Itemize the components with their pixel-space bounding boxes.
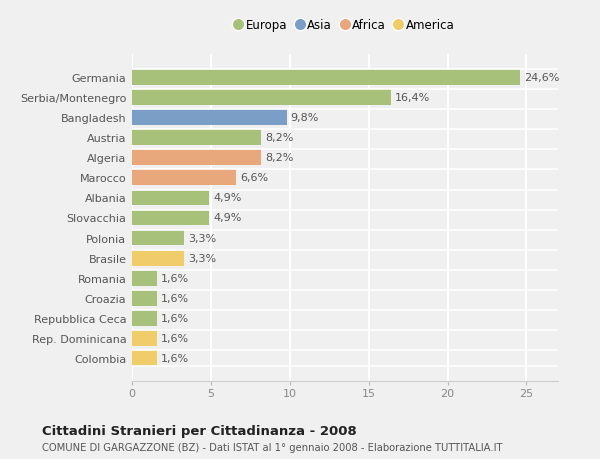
Text: 16,4%: 16,4% xyxy=(395,93,430,103)
Text: 4,9%: 4,9% xyxy=(213,213,242,223)
Bar xyxy=(132,351,157,366)
Text: 3,3%: 3,3% xyxy=(188,253,216,263)
Legend: Europa, Asia, Africa, America: Europa, Asia, Africa, America xyxy=(235,19,455,32)
Text: 6,6%: 6,6% xyxy=(240,173,268,183)
Text: 8,2%: 8,2% xyxy=(265,133,293,143)
Bar xyxy=(132,150,262,166)
Bar xyxy=(132,330,157,346)
Text: 4,9%: 4,9% xyxy=(213,193,242,203)
Bar xyxy=(132,291,157,306)
Bar xyxy=(132,70,520,85)
Bar xyxy=(132,310,157,326)
Text: Cittadini Stranieri per Cittadinanza - 2008: Cittadini Stranieri per Cittadinanza - 2… xyxy=(42,425,357,437)
Text: 1,6%: 1,6% xyxy=(161,353,190,364)
Text: 8,2%: 8,2% xyxy=(265,153,293,163)
Bar xyxy=(132,230,184,246)
Text: 1,6%: 1,6% xyxy=(161,293,190,303)
Text: 1,6%: 1,6% xyxy=(161,333,190,343)
Text: 24,6%: 24,6% xyxy=(524,73,559,83)
Bar xyxy=(132,210,209,226)
Bar xyxy=(132,130,262,146)
Bar xyxy=(132,110,287,126)
Text: 9,8%: 9,8% xyxy=(290,113,319,123)
Bar xyxy=(132,250,184,266)
Text: 3,3%: 3,3% xyxy=(188,233,216,243)
Bar xyxy=(132,190,209,206)
Bar xyxy=(132,90,391,106)
Text: 1,6%: 1,6% xyxy=(161,273,190,283)
Bar xyxy=(132,170,236,186)
Text: COMUNE DI GARGAZZONE (BZ) - Dati ISTAT al 1° gennaio 2008 - Elaborazione TUTTITA: COMUNE DI GARGAZZONE (BZ) - Dati ISTAT a… xyxy=(42,442,503,452)
Text: 1,6%: 1,6% xyxy=(161,313,190,323)
Bar xyxy=(132,270,157,286)
